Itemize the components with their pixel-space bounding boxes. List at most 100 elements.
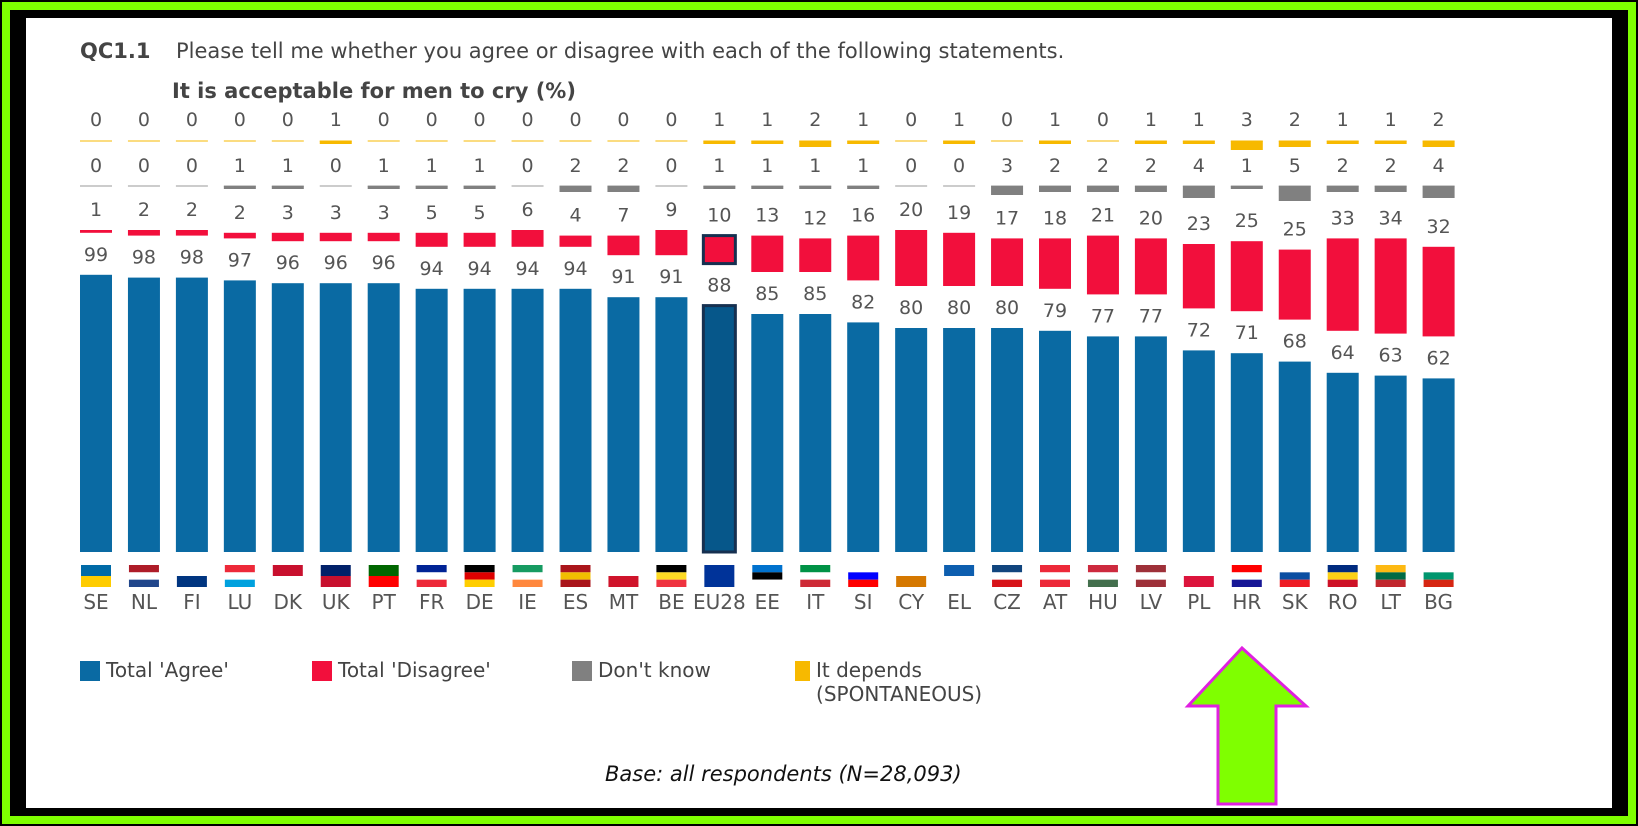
dontknow-bar [1230,186,1263,189]
depends-label: 0 [1001,109,1013,131]
flag [992,565,1023,573]
agree-bar [895,328,928,552]
flag [512,579,543,587]
flag [128,579,159,587]
disagree-label: 25 [1283,219,1307,241]
flag [224,579,255,587]
x-tick-label: PL [1187,590,1211,614]
disagree-label: 2 [234,202,246,224]
depends-label: 1 [330,109,342,131]
flag [1279,579,1310,587]
dontknow-bar [1422,186,1455,198]
dontknow-label: 2 [1049,155,1061,177]
dontknow-label: 1 [761,155,773,177]
agree-label: 96 [324,252,348,274]
flag [416,572,447,580]
disagree-bar [991,238,1024,286]
agree-bar [1086,336,1119,552]
dontknow-label: 1 [426,155,438,177]
agree-label: 96 [276,252,300,274]
disagree-label: 12 [803,207,827,229]
flag [1279,565,1310,573]
disagree-label: 34 [1379,207,1403,229]
flag [992,572,1023,580]
agree-label: 68 [1283,331,1307,353]
agree-bar [1278,361,1311,552]
depends-bar [1182,141,1215,144]
disagree-label: 3 [282,202,294,224]
x-tick-label: UK [322,590,351,614]
x-tick-label: BG [1424,590,1453,614]
flag [752,579,783,587]
disagree-label: 2 [186,199,198,221]
disagree-bar [559,235,592,247]
depends-label: 0 [138,109,150,131]
x-tick-label: MT [609,590,639,614]
x-tick-label: CY [898,590,925,614]
flag [1423,565,1454,573]
agree-label: 97 [228,249,252,271]
disagree-bar [80,230,112,233]
chart-title: Please tell me whether you agree or disa… [176,39,1064,63]
x-tick-label: FI [183,590,200,614]
depends-label: 2 [1433,109,1445,131]
flag [1087,565,1118,573]
flag [800,565,831,573]
dontknow-label: 2 [1145,155,1157,177]
x-tick-label: HR [1232,590,1261,614]
flag [128,565,159,573]
agree-bar [751,314,784,552]
agree-label: 62 [1427,347,1451,369]
dontknow-label: 0 [90,155,102,177]
agree-bar [80,274,112,552]
disagree-label: 9 [665,199,677,221]
legend-swatch [80,661,100,681]
disagree-bar [847,235,880,281]
flag [272,576,303,587]
dontknow-bar [1326,186,1359,192]
depends-label: 0 [186,109,198,131]
legend-label: Total 'Agree' [106,658,229,682]
flag [1135,579,1166,587]
agree-bar [319,283,352,552]
flag [368,576,399,587]
depends-label: 1 [713,109,725,131]
legend-label: Don't know [598,658,711,682]
dontknow-label: 1 [282,155,294,177]
agree-label: 94 [468,258,492,280]
legend-swatch [572,661,592,681]
dontknow-bar [1374,186,1407,192]
flag [656,565,687,573]
agree-bar [799,314,832,552]
dontknow-label: 0 [665,155,677,177]
legend-label: Total 'Disagree' [338,658,491,682]
dontknow-label: 0 [905,155,917,177]
legend-swatch [795,661,811,681]
agree-bar [271,283,304,552]
dontknow-label: 4 [1433,155,1445,177]
agree-bar [847,322,880,552]
disagree-bar [751,235,784,272]
disagree-label: 33 [1331,207,1355,229]
flag [1040,572,1070,580]
flag [800,572,831,580]
dontknow-bar [1134,186,1167,192]
flag [81,565,111,576]
depends-label: 2 [809,109,821,131]
x-tick-label: LV [1140,590,1163,614]
disagree-label: 5 [474,202,486,224]
agree-bar [127,277,160,552]
dontknow-label: 1 [809,155,821,177]
agree-label: 71 [1235,322,1259,344]
agree-bar [1039,330,1071,552]
x-tick-label: ES [563,590,588,614]
depends-label: 1 [1193,109,1205,131]
flag [752,572,783,580]
flag [1327,572,1358,580]
agree-label: 94 [515,258,539,280]
agree-bar [415,288,448,552]
flag [128,572,159,580]
flag [1423,572,1454,580]
dontknow-bar [367,186,400,189]
flag [704,576,735,587]
